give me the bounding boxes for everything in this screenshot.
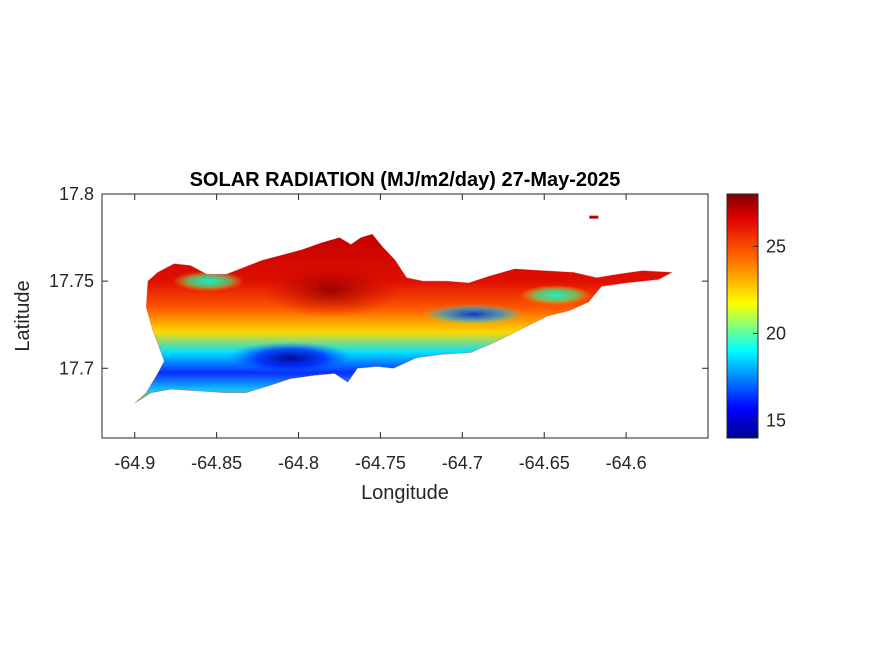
chart-title: SOLAR RADIATION (MJ/m2/day) 27-May-2025 <box>190 169 621 191</box>
hot-spots <box>172 261 592 374</box>
colorbar-tick-label: 20 <box>766 323 786 343</box>
colorbar-ticks: 15 20 25 <box>753 236 786 431</box>
hot-spot-1 <box>519 285 592 306</box>
y-tick-label: 17.7 <box>59 358 94 378</box>
x-tick-label: -64.85 <box>191 453 242 473</box>
x-tick-label: -64.7 <box>442 453 483 473</box>
colorbar-tick-label: 15 <box>766 411 786 431</box>
x-tick-label: -64.9 <box>114 453 155 473</box>
x-axis-ticks: -64.9 -64.85 -64.8 -64.75 -64.7 -64.65 -64.6 <box>114 194 647 473</box>
colorbar: 15 20 25 <box>726 193 786 439</box>
offshore-pixel <box>589 215 599 219</box>
hot-spot-0 <box>172 271 245 292</box>
y-tick-label: 17.8 <box>59 184 94 204</box>
colorbar-tick-label: 25 <box>766 236 786 256</box>
hot-spot-2 <box>423 304 524 325</box>
x-axis-label: Longitude <box>361 482 449 504</box>
y-tick-label: 17.75 <box>49 271 94 291</box>
x-tick-label: -64.65 <box>519 453 570 473</box>
island-coastline <box>134 233 674 404</box>
island-map <box>134 234 673 404</box>
colorbar-ramp <box>726 193 759 439</box>
x-tick-label: -64.75 <box>355 453 406 473</box>
hot-spot-4 <box>261 261 402 318</box>
x-tick-label: -64.6 <box>606 453 647 473</box>
y-axis-ticks: 17.7 17.75 17.8 <box>49 184 708 378</box>
hot-spot-3 <box>228 341 353 374</box>
x-tick-label: -64.8 <box>278 453 319 473</box>
y-axis-label: Latitude <box>12 280 34 351</box>
